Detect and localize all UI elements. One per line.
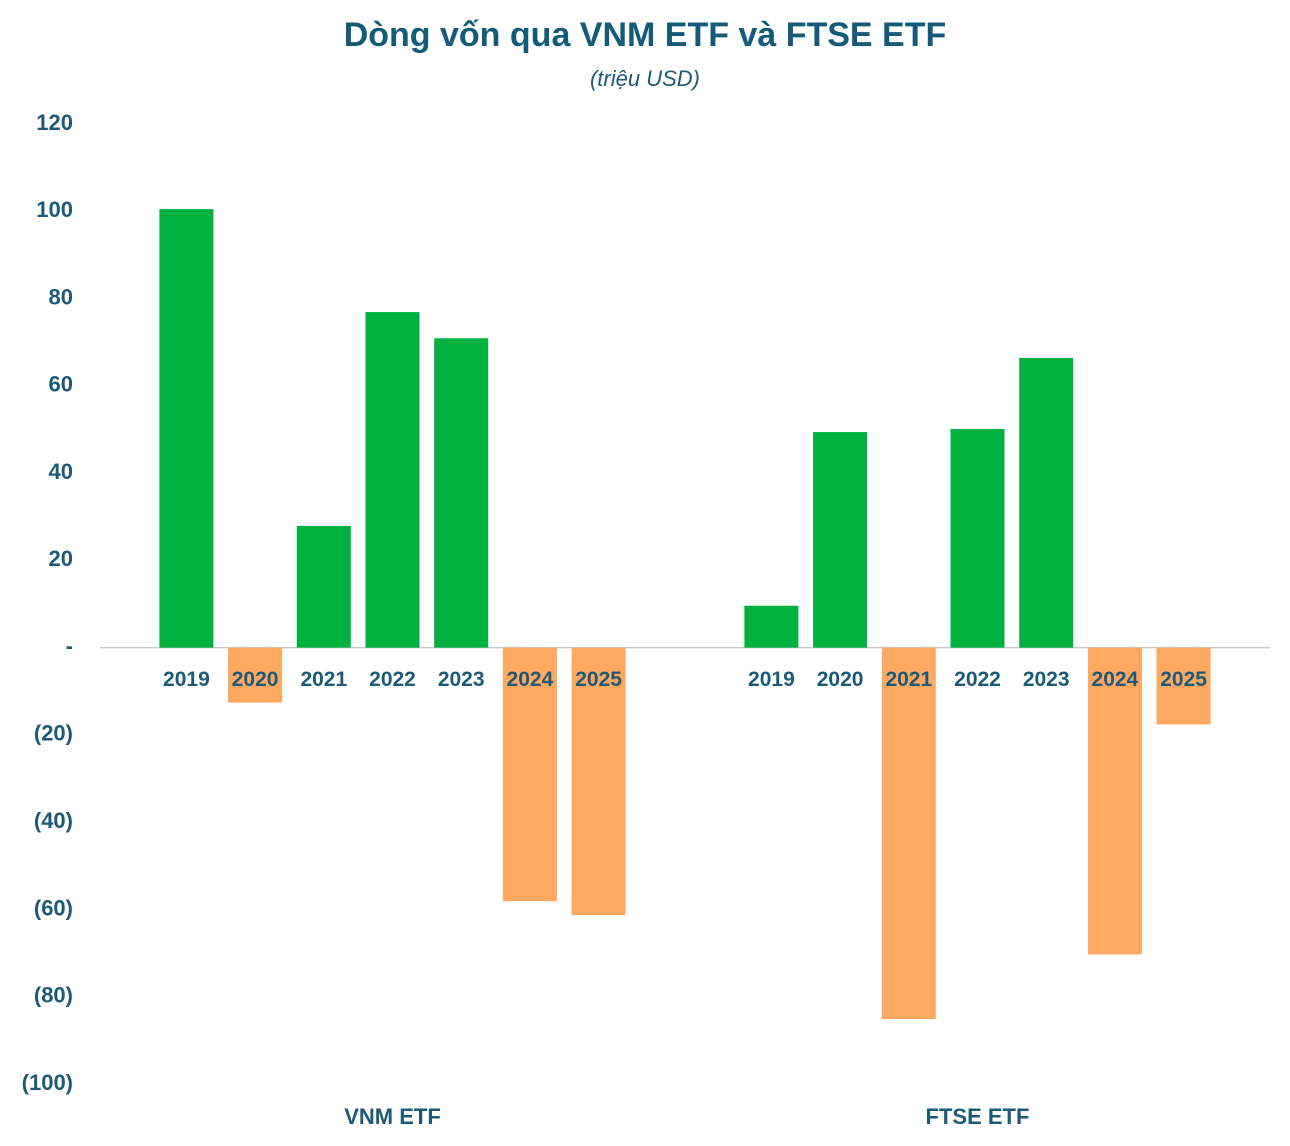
- x-tick-label: 2022: [369, 668, 416, 691]
- x-tick-label: 2019: [163, 668, 210, 691]
- bar: [744, 605, 799, 648]
- group-label: VNM ETF: [344, 1104, 441, 1129]
- y-tick-label: (20): [34, 721, 73, 746]
- group-label: FTSE ETF: [926, 1104, 1030, 1129]
- bar: [1019, 357, 1074, 648]
- y-tick-label: (100): [22, 1070, 73, 1095]
- y-tick-label: 120: [36, 110, 73, 135]
- x-tick-label: 2021: [885, 668, 932, 691]
- y-tick-label: 100: [36, 197, 73, 222]
- bar: [434, 338, 489, 648]
- bar: [950, 429, 1005, 648]
- bar: [228, 647, 283, 703]
- x-tick-label: 2023: [1023, 668, 1070, 691]
- bar: [1156, 647, 1211, 725]
- x-tick-label: 2021: [300, 668, 347, 691]
- x-tick-label: 2025: [575, 668, 622, 691]
- x-tick-label: 2019: [748, 668, 795, 691]
- y-tick-label: 80: [49, 284, 73, 309]
- y-tick-label: 60: [49, 372, 73, 397]
- y-tick-label: (40): [34, 808, 73, 833]
- bar: [571, 647, 626, 916]
- x-tick-label: 2025: [1160, 668, 1207, 691]
- x-tick-label: 2024: [1092, 668, 1139, 691]
- y-tick-label: (60): [34, 895, 73, 920]
- chart-title: Dòng vốn qua VNM ETF và FTSE ETF: [344, 16, 947, 54]
- bar: [1087, 647, 1142, 955]
- y-tick-label: -: [66, 633, 73, 658]
- y-tick-label: 40: [49, 459, 73, 484]
- y-tick-label: 20: [49, 546, 73, 571]
- bar: [159, 209, 214, 648]
- x-tick-label: 2020: [817, 668, 864, 691]
- bar: [813, 432, 868, 648]
- x-tick-label: 2024: [507, 668, 554, 691]
- bar: [296, 525, 351, 648]
- bar: [881, 647, 936, 1019]
- y-tick-label: (80): [34, 983, 73, 1008]
- x-tick-label: 2020: [232, 668, 279, 691]
- x-tick-label: 2022: [954, 668, 1001, 691]
- bar: [365, 312, 420, 648]
- chart-subtitle: (triệu USD): [590, 66, 700, 91]
- x-tick-label: 2023: [438, 668, 485, 691]
- bar: [502, 647, 557, 902]
